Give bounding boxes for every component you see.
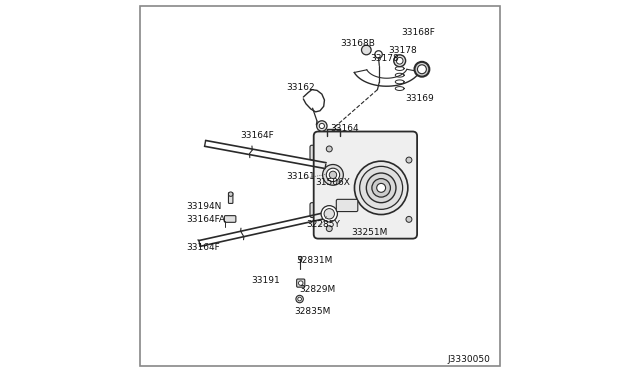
Text: 33169: 33169	[405, 94, 434, 103]
Text: 33168B: 33168B	[340, 39, 375, 48]
Text: 33164F: 33164F	[240, 131, 274, 141]
Text: 32285Y: 32285Y	[306, 221, 340, 230]
FancyBboxPatch shape	[297, 279, 305, 287]
FancyBboxPatch shape	[405, 158, 417, 177]
FancyBboxPatch shape	[310, 145, 321, 160]
Circle shape	[298, 297, 301, 301]
Text: 33178: 33178	[370, 54, 399, 62]
Circle shape	[396, 57, 403, 64]
Text: 33194N: 33194N	[187, 202, 222, 211]
Text: 33251M: 33251M	[351, 228, 388, 237]
Circle shape	[323, 164, 343, 185]
Text: 32831M: 32831M	[296, 256, 332, 264]
Text: J3330050: J3330050	[447, 355, 490, 364]
Text: 33164: 33164	[330, 124, 359, 133]
Circle shape	[326, 226, 332, 232]
Text: 33191: 33191	[252, 276, 280, 285]
Circle shape	[324, 209, 335, 219]
Circle shape	[298, 256, 302, 260]
Circle shape	[298, 281, 303, 285]
Circle shape	[375, 51, 382, 58]
Text: 33168F: 33168F	[401, 28, 435, 37]
Circle shape	[406, 157, 412, 163]
Circle shape	[366, 173, 396, 203]
Circle shape	[394, 55, 406, 67]
Circle shape	[355, 161, 408, 215]
Text: 33161: 33161	[287, 172, 316, 181]
Text: 33162: 33162	[287, 83, 316, 92]
Circle shape	[319, 124, 324, 129]
Circle shape	[326, 168, 340, 182]
Circle shape	[377, 183, 385, 192]
Circle shape	[362, 45, 371, 55]
Circle shape	[317, 121, 327, 131]
Circle shape	[406, 217, 412, 222]
Text: 33164FA: 33164FA	[187, 215, 225, 224]
FancyBboxPatch shape	[314, 132, 417, 238]
Text: 32835M: 32835M	[294, 307, 330, 316]
Circle shape	[296, 295, 303, 303]
Text: 32829M: 32829M	[300, 285, 336, 294]
Circle shape	[372, 179, 390, 197]
Text: 31506X: 31506X	[315, 178, 350, 187]
Circle shape	[326, 146, 332, 152]
Circle shape	[417, 65, 426, 74]
Text: 33164F: 33164F	[187, 243, 220, 251]
Circle shape	[228, 192, 233, 196]
FancyBboxPatch shape	[310, 203, 321, 218]
FancyBboxPatch shape	[336, 199, 358, 212]
Circle shape	[415, 62, 429, 77]
FancyBboxPatch shape	[228, 193, 233, 203]
Circle shape	[321, 206, 337, 222]
FancyBboxPatch shape	[225, 216, 236, 222]
Text: 33178: 33178	[388, 46, 417, 55]
Circle shape	[329, 171, 337, 179]
Circle shape	[360, 166, 403, 209]
